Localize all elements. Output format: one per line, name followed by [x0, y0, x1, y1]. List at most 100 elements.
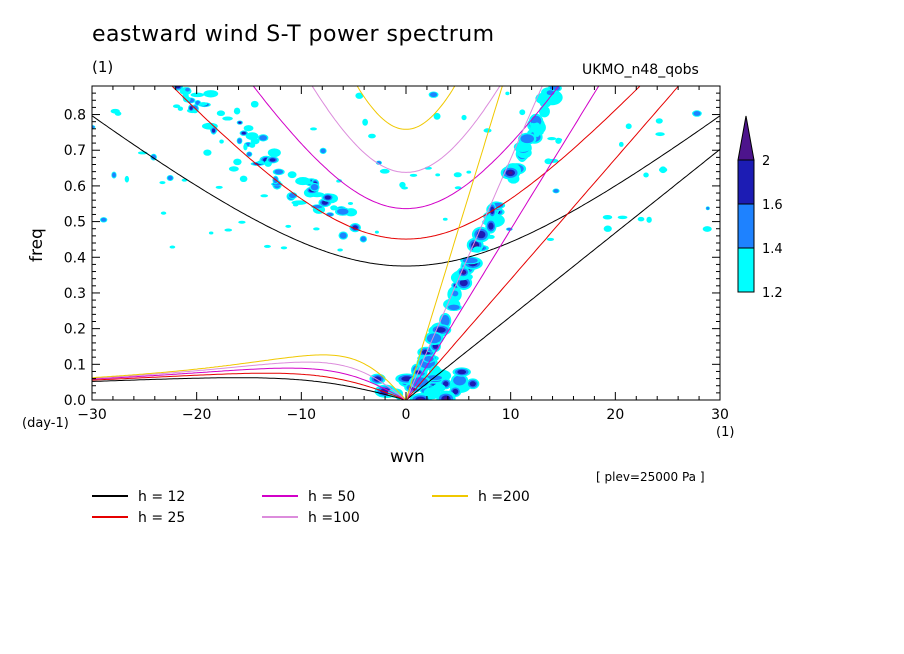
spectrum-blob: [462, 271, 465, 274]
spectrum-blob: [368, 133, 376, 139]
spectrum-blob: [409, 173, 418, 177]
spectrum-blob: [124, 175, 130, 183]
y-tick-label: 0.7: [64, 143, 86, 159]
x-tick-label: 10: [502, 407, 520, 423]
spectrum-blob: [453, 172, 462, 178]
rossby-curve-h25: [92, 372, 407, 400]
spectrum-blob: [320, 148, 326, 154]
spectrum-blob: [259, 135, 268, 141]
x-tick-label: 0: [402, 407, 411, 423]
spectrum-blob: [241, 131, 246, 135]
colorbar-extension: [737, 115, 755, 161]
y-tick-label: 0.1: [64, 357, 86, 373]
spectrum-blob: [159, 181, 166, 185]
spectrum-blob: [618, 141, 624, 147]
spectrum-blob: [222, 116, 233, 121]
spectrum-blob: [203, 149, 212, 156]
spectrum-blob: [459, 279, 468, 287]
y-tick-label: 0.4: [64, 250, 86, 266]
spectrum-blob: [424, 356, 434, 362]
spectrum-blob: [219, 139, 224, 144]
spectrum-blob: [443, 397, 449, 400]
colorbar-segment: [737, 203, 755, 249]
spectrum-blob: [426, 333, 442, 344]
y-tick-label: 0.8: [64, 108, 86, 124]
spectrum-field: [92, 86, 712, 400]
spectrum-blob: [274, 169, 284, 175]
spectrum-blob: [538, 105, 550, 118]
spectrum-blob: [347, 201, 354, 205]
spectrum-blob: [659, 166, 667, 174]
x-tick-label: 20: [606, 407, 624, 423]
spectrum-blob: [238, 220, 246, 224]
spectrum-blob: [337, 208, 349, 215]
x-axis-unit: (1): [716, 425, 735, 440]
spectrum-blob: [330, 205, 338, 211]
spectrum-blob: [435, 327, 446, 333]
spectrum-blob: [466, 170, 472, 174]
spectrum-blob: [233, 107, 241, 115]
spectrum-blob: [215, 185, 223, 189]
dispersion-curves: [92, 86, 720, 400]
spectrum-blob: [243, 125, 254, 132]
spectrum-blob: [433, 112, 441, 120]
kelvin-curve-h25: [405, 86, 680, 400]
spectrum-blob: [243, 143, 248, 151]
y-tick-label: 0.2: [64, 322, 86, 338]
spectrum-blob: [693, 111, 701, 116]
spectrum-blob: [452, 388, 459, 395]
spectrum-blob: [435, 173, 441, 177]
ig-curve-h25: [171, 86, 641, 240]
kelvin-curve-h100: [405, 86, 543, 400]
spectrum-blob: [374, 230, 379, 234]
spectrum-blob: [100, 217, 107, 222]
spectrum-blob: [208, 231, 214, 235]
spectrum-blob: [114, 111, 122, 116]
spectrum-blob: [189, 106, 193, 110]
spectrum-blob: [553, 189, 559, 193]
spectrum-blob: [487, 234, 495, 239]
spectrum-blob: [452, 290, 459, 297]
plot-frame: [91, 85, 721, 401]
x-tick-label: −30: [77, 407, 107, 423]
spectrum-blob: [646, 216, 652, 223]
spectrum-blob: [326, 212, 333, 217]
spectrum-blob: [453, 375, 466, 386]
spectrum-blob: [454, 186, 462, 190]
spectrum-blob: [313, 204, 323, 209]
spectrum-blob: [546, 237, 555, 242]
kelvin-curve-h200: [405, 86, 503, 400]
spectrum-blob: [285, 224, 292, 228]
ig-curve-h12: [92, 115, 720, 267]
ig-curve-h200: [356, 86, 456, 130]
spectrum-blob: [228, 166, 239, 172]
y-tick-label: 0.3: [64, 286, 86, 302]
spectrum-blob: [555, 137, 562, 144]
spectrum-blob: [655, 132, 665, 137]
spectrum-blob: [167, 175, 173, 181]
axes: −30 −20 −10 0 10 20 30 0.0 0.1 0.2 0.3 0.4 0.5 0.6 0.7…: [64, 86, 729, 423]
x-tick-label: −10: [287, 407, 317, 423]
spectrum-blob: [387, 388, 403, 398]
spectrum-blob: [175, 86, 181, 89]
colorbar-segment: [737, 159, 755, 205]
spectrum-blob: [250, 100, 259, 108]
x-axis-label: wvn: [390, 447, 425, 467]
spectrum-blob: [269, 158, 276, 162]
spectrum-blob: [548, 158, 559, 163]
spectrum-blob: [520, 134, 535, 144]
y-tick-label: 0.6: [64, 179, 86, 195]
y-tick-label: 0.5: [64, 215, 86, 231]
spectrum-blob: [280, 246, 288, 250]
spectrum-blob: [432, 383, 446, 393]
legend-label: h = 50: [308, 489, 355, 505]
spectrum-blob: [237, 138, 242, 144]
spectrum-blob: [287, 171, 297, 179]
spectrum-blob: [362, 118, 368, 126]
spectrum-blob: [447, 304, 460, 311]
spectrum-blob: [233, 158, 242, 166]
spectrum-blob: [401, 186, 408, 190]
spectrum-blob: [457, 369, 467, 375]
spectrum-blob: [212, 128, 216, 133]
spectrum-blob: [461, 114, 467, 121]
